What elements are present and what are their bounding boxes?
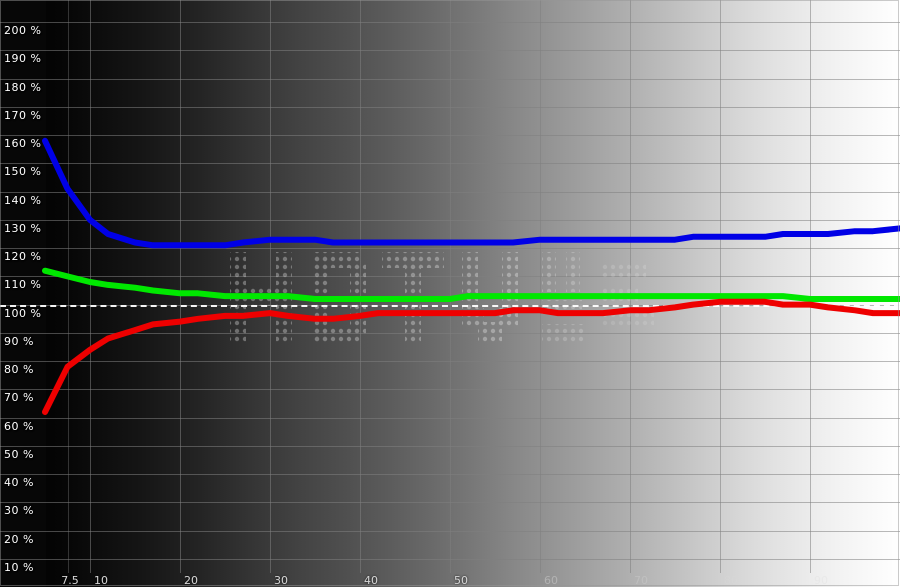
y-tick-label-100: 100 % xyxy=(4,307,42,320)
x-tick-label-30: 30 xyxy=(274,574,288,587)
gridline-v-30 xyxy=(270,0,271,573)
gridline-v-7-5 xyxy=(68,0,69,573)
gridline-v-10 xyxy=(90,0,91,573)
y-tick-label-190: 190 % xyxy=(4,52,42,65)
gridline-v-40 xyxy=(360,0,361,573)
y-tick-label-170: 170 % xyxy=(4,109,42,122)
y-tick-label-70: 70 % xyxy=(4,391,34,404)
y-tick-label-130: 130 % xyxy=(4,222,42,235)
y-tick-label-180: 180 % xyxy=(4,81,42,94)
gridline-v-70 xyxy=(630,0,631,573)
y-tick-label-60: 60 % xyxy=(4,420,34,433)
y-tick-label-110: 110 % xyxy=(4,278,42,291)
x-tick-label-80: 80 xyxy=(724,574,738,587)
y-tick-label-140: 140 % xyxy=(4,194,42,207)
x-tick-label-20: 20 xyxy=(184,574,198,587)
gridline-v-20 xyxy=(180,0,181,573)
gridline-v-50 xyxy=(450,0,451,573)
y-tick-label-200: 200 % xyxy=(4,24,42,37)
y-tick-label-10: 10 % xyxy=(4,561,34,574)
x-tick-label-70: 70 xyxy=(634,574,648,587)
y-tick-label-80: 80 % xyxy=(4,363,34,376)
gridline-v-60 xyxy=(540,0,541,573)
gridline-v-80 xyxy=(720,0,721,573)
y-tick-label-120: 120 % xyxy=(4,250,42,263)
y-tick-label-160: 160 % xyxy=(4,137,42,150)
y-tick-label-30: 30 % xyxy=(4,504,34,517)
y-tick-label-50: 50 % xyxy=(4,448,34,461)
x-tick-label-7-5: 7.5 xyxy=(61,574,79,587)
gridline-v-90 xyxy=(810,0,811,573)
y-tick-label-150: 150 % xyxy=(4,165,42,178)
x-tick-label-10: 10 xyxy=(94,574,108,587)
y-tick-label-40: 40 % xyxy=(4,476,34,489)
y-tick-label-90: 90 % xyxy=(4,335,34,348)
y-tick-label-20: 20 % xyxy=(4,533,34,546)
x-tick-label-50: 50 xyxy=(454,574,468,587)
reference-line-100-percent xyxy=(0,305,900,307)
x-tick-label-90: 90 xyxy=(814,574,828,587)
y-axis-gutter xyxy=(0,0,46,587)
x-tick-label-40: 40 xyxy=(364,574,378,587)
x-tick-label-60: 60 xyxy=(544,574,558,587)
